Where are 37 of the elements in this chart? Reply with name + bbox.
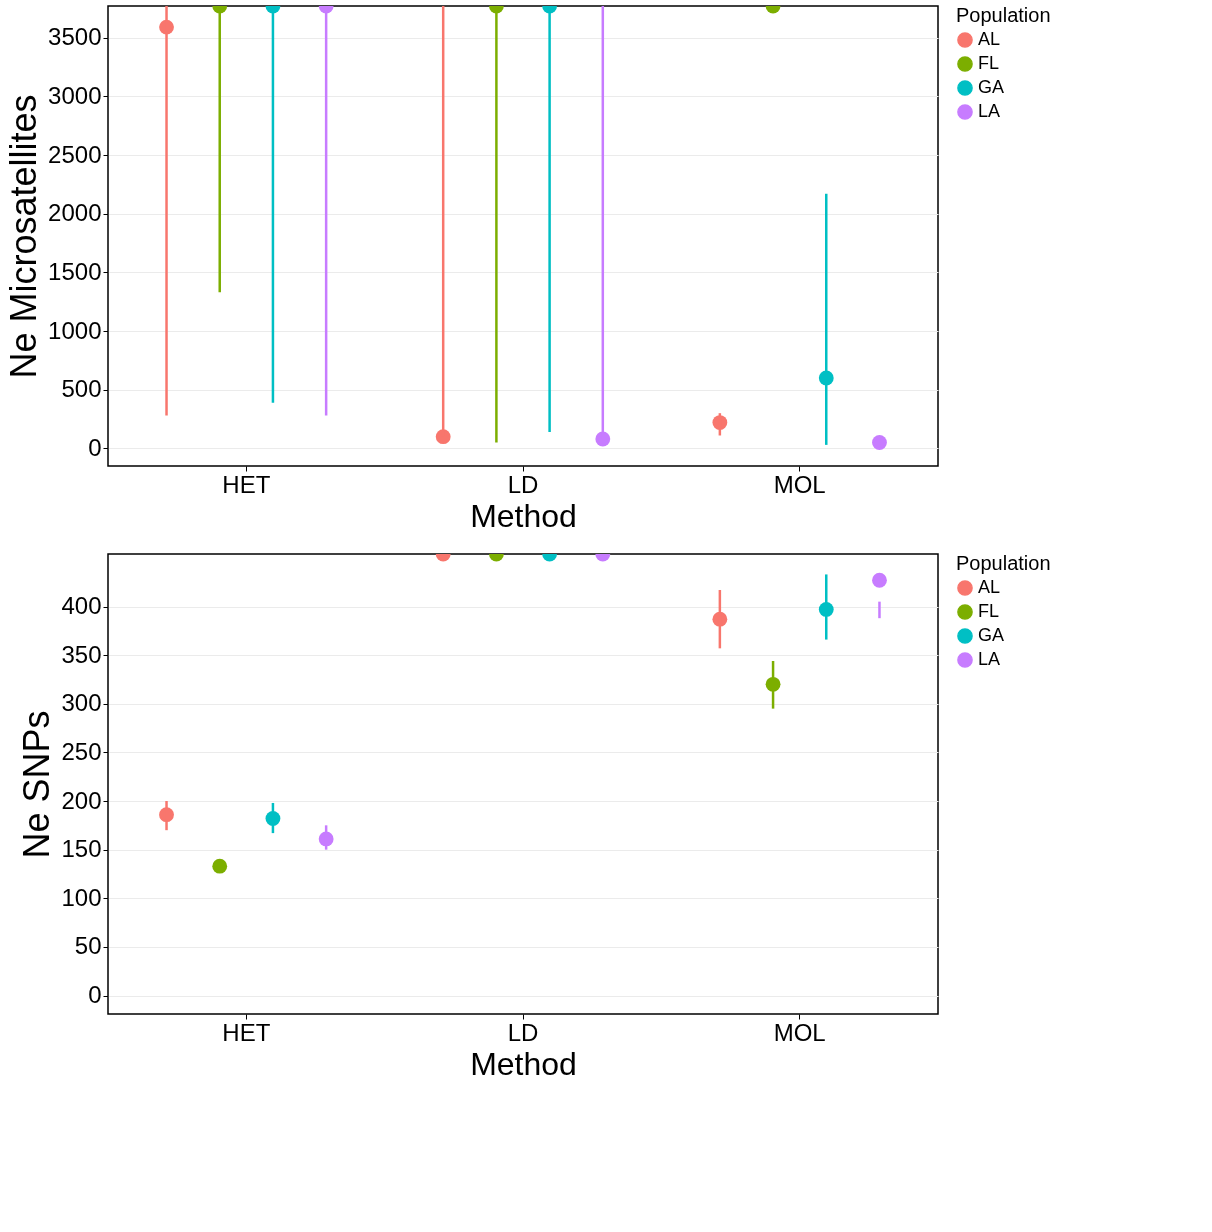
y-tick-label: 0 xyxy=(88,981,102,1009)
x-tick-label: LD xyxy=(507,1018,539,1046)
legend-label: GA xyxy=(978,625,1005,645)
y-axis-title: Ne SNPs xyxy=(16,710,58,859)
y-tick-label: 200 xyxy=(61,786,102,814)
legend-title: Population xyxy=(956,4,1051,26)
x-tick-label: MOL xyxy=(773,1018,826,1046)
y-tick-label: 500 xyxy=(61,375,102,403)
x-axis-title: Method xyxy=(470,497,577,534)
y-tick-label: 100 xyxy=(61,883,102,911)
y-tick-label: 350 xyxy=(61,640,102,668)
x-tick-label: HET xyxy=(222,470,271,498)
y-tick-label: 400 xyxy=(61,592,102,620)
legend-label: FL xyxy=(978,53,1000,73)
legend-title: Population xyxy=(956,552,1051,574)
legend-label: FL xyxy=(978,601,1000,621)
legend-label: LA xyxy=(978,101,1001,121)
legend-label: GA xyxy=(978,77,1005,97)
y-tick-label: 1500 xyxy=(48,257,102,285)
y-tick-label: 50 xyxy=(74,932,102,960)
y-tick-label: 3500 xyxy=(48,23,102,51)
y-tick-label: 0 xyxy=(88,433,102,461)
x-tick-label: MOL xyxy=(773,470,826,498)
y-tick-label: 150 xyxy=(61,835,102,863)
y-tick-label: 2000 xyxy=(48,199,102,227)
x-tick-label: HET xyxy=(222,1018,271,1046)
x-axis-title: Method xyxy=(470,1045,577,1082)
y-tick-label: 3000 xyxy=(48,81,102,109)
y-tick-label: 1000 xyxy=(48,316,102,344)
y-tick-label: 250 xyxy=(61,737,102,765)
legend-label: AL xyxy=(978,577,1001,597)
y-tick-label: 300 xyxy=(61,689,102,717)
y-tick-label: 2500 xyxy=(48,140,102,168)
legend-label: LA xyxy=(978,649,1001,669)
legend-label: AL xyxy=(978,29,1001,49)
x-tick-label: LD xyxy=(507,470,539,498)
y-axis-title: Ne Microsatellites xyxy=(3,94,45,379)
